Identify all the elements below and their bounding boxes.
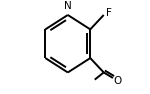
Text: F: F — [106, 8, 112, 18]
Text: N: N — [64, 1, 72, 11]
Text: O: O — [113, 76, 121, 86]
